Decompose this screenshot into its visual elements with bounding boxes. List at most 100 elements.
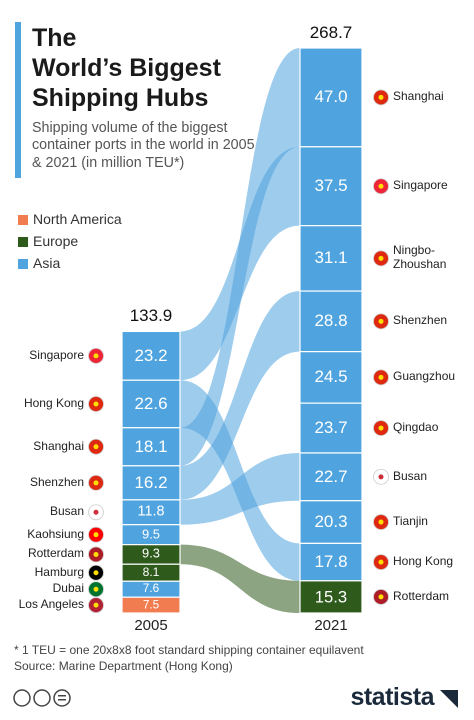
segment [299,452,363,502]
title-line: World’s Biggest [32,54,221,82]
port-label: Tianjin [393,514,428,529]
columns [121,47,363,614]
flow [180,48,300,466]
value-label: 37.5 [314,176,348,196]
port-label: Hong Kong [393,554,454,569]
flag-detail [378,559,384,565]
value-label: 20.3 [314,512,348,532]
legend-label: North America [33,211,122,227]
legend-swatch [18,215,28,225]
port-label: Shenzhen [29,474,84,489]
flows [180,48,300,613]
brand: statista [350,683,434,711]
flag-detail [378,183,384,189]
flag-detail [378,474,384,480]
flag-detail [93,509,99,515]
segment [299,402,363,454]
value-label: 9.5 [141,526,161,542]
subtitle: Shipping volume of the biggest container… [32,120,255,171]
value-label: 11.8 [137,503,165,520]
port-label: Kaohsiung [27,526,84,541]
value-label: 18.1 [134,436,168,456]
port-label: Shanghai [393,89,444,104]
title-line: The [32,24,77,52]
port-label: Hong Kong [23,396,84,411]
value-label: 7.6 [142,582,160,596]
accent-bar [15,22,21,178]
flag-detail [93,353,99,359]
segment [299,500,363,545]
value-label: 16.2 [134,473,168,493]
port-label: Rotterdam [393,589,450,604]
flag-detail [93,401,99,407]
segment [121,427,181,467]
flag-detail [378,594,384,600]
flow [180,544,300,613]
nd-icon [53,689,71,707]
port-label: Busan [49,504,84,519]
license-icons [13,689,71,707]
value-label: 17.8 [314,552,348,572]
value-label: 22.7 [314,467,348,487]
flag-detail [93,551,99,557]
column-total: 133.9 [129,306,173,326]
title-line: Shipping Hubs [32,84,209,112]
flow [180,452,300,525]
footnote: * 1 TEU = one 20x8x8 foot standard shipp… [14,643,364,657]
port-label: Rotterdam [27,546,84,561]
segment [299,146,363,227]
port-label: Singapore [29,347,84,362]
by-icon [33,689,51,707]
port-label: Qingdao [393,420,439,435]
port-label: Shenzhen [393,313,448,328]
flag-detail [378,519,384,525]
port-label: Dubai [52,581,84,596]
flag-detail [378,94,384,100]
value-label: 23.7 [314,418,348,438]
segment [299,290,363,353]
port-label: Los Angeles [18,597,84,612]
flag-detail [93,532,99,538]
segment [121,379,181,429]
value-label: 24.5 [314,367,348,387]
port-label: Hamburg [34,564,84,579]
flag-detail [378,255,384,261]
value-label: 23.2 [134,346,168,366]
flag-detail [378,425,384,431]
legend-swatch [18,259,28,269]
port-label: Singapore [393,178,448,193]
column-year: 2021 [314,617,348,634]
value-label: 15.3 [314,587,348,607]
port-label: Shanghai [33,438,84,453]
brand-icon [440,690,458,708]
nd-mark [58,699,66,701]
flow [180,291,300,500]
flag-detail [93,444,99,450]
segment [299,580,363,614]
value-label: 9.3 [142,546,160,562]
flag-detail [378,318,384,324]
port-label: Ningbo-Zhoushan [393,243,447,272]
value-label: 7.5 [142,598,160,612]
value-label: 31.1 [314,248,348,268]
value-label: 47.0 [314,87,348,107]
segment [121,596,181,614]
flag-detail [93,602,99,608]
cc-icon [13,689,31,707]
flag-detail [93,586,99,592]
segment [121,499,181,526]
legend-label: Asia [33,255,61,271]
port-label: Guangzhou [393,369,456,384]
value-label: 28.8 [314,311,348,331]
column-total: 268.7 [309,23,353,42]
port-label: Busan [393,468,428,483]
flag-detail [93,480,99,486]
value-label: 22.6 [134,394,168,414]
legend-swatch [18,237,28,247]
nd-mark [58,695,66,697]
column-year: 2005 [134,617,168,634]
source: Source: Marine Department (Hong Kong) [14,659,233,673]
flag-detail [93,570,99,576]
